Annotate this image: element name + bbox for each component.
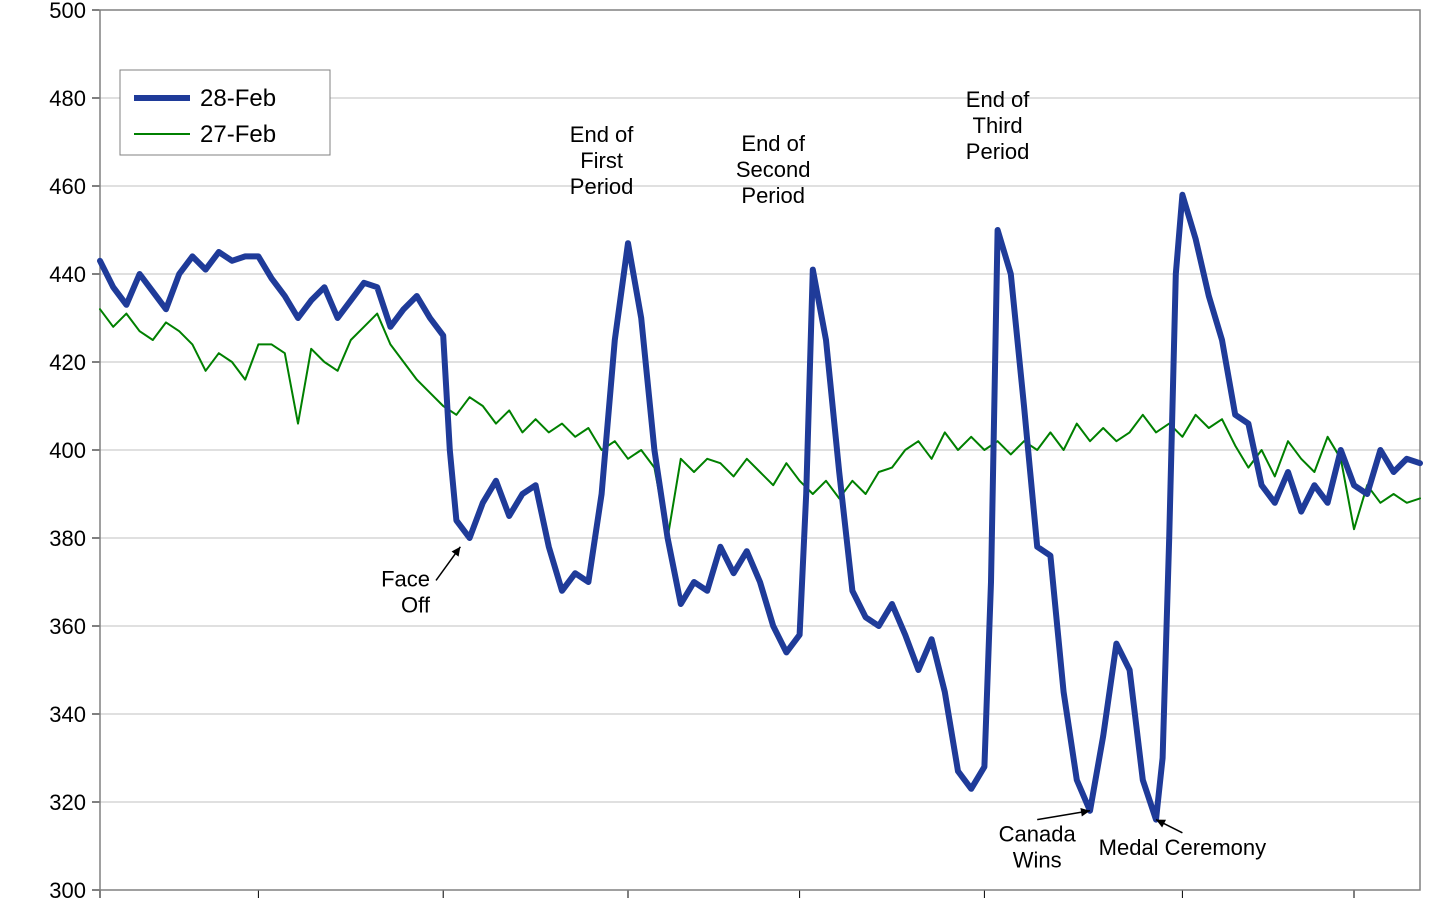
annotation-text: First bbox=[580, 148, 623, 173]
y-tick-label: 380 bbox=[49, 526, 86, 551]
y-tick-label: 360 bbox=[49, 614, 86, 639]
y-tick-label: 340 bbox=[49, 702, 86, 727]
annotation-text: End of bbox=[966, 87, 1030, 112]
y-tick-label: 420 bbox=[49, 350, 86, 375]
annotation-text: Off bbox=[401, 592, 431, 617]
annotation-text: Wins bbox=[1013, 848, 1062, 873]
annotation-text: Period bbox=[570, 174, 634, 199]
annotation-text: End of bbox=[570, 122, 634, 147]
annotation-text: Period bbox=[741, 183, 805, 208]
annotation-text: Third bbox=[973, 113, 1023, 138]
y-tick-label: 400 bbox=[49, 438, 86, 463]
annotation-text: End of bbox=[741, 131, 805, 156]
chart-svg: 300 320 340 360 380 400 420 440 460 480 500 FaceOff… bbox=[0, 0, 1430, 904]
annotation-text: Medal Ceremony bbox=[1099, 835, 1267, 860]
line-chart: 300 320 340 360 380 400 420 440 460 480 500 FaceOff… bbox=[0, 0, 1430, 904]
y-tick-label: 440 bbox=[49, 262, 86, 287]
y-tick-label: 480 bbox=[49, 86, 86, 111]
legend-label: 28-Feb bbox=[200, 85, 276, 112]
annotation-text: Canada bbox=[999, 822, 1077, 847]
annotation-text: Second bbox=[736, 157, 811, 182]
y-tick-label: 320 bbox=[49, 790, 86, 815]
legend-label: 27-Feb bbox=[200, 121, 276, 148]
annotation-text: Face bbox=[381, 566, 430, 591]
y-tick-label: 460 bbox=[49, 174, 86, 199]
y-tick-label: 500 bbox=[49, 0, 86, 23]
y-tick-label: 300 bbox=[49, 878, 86, 903]
annotation-text: Period bbox=[966, 139, 1030, 164]
